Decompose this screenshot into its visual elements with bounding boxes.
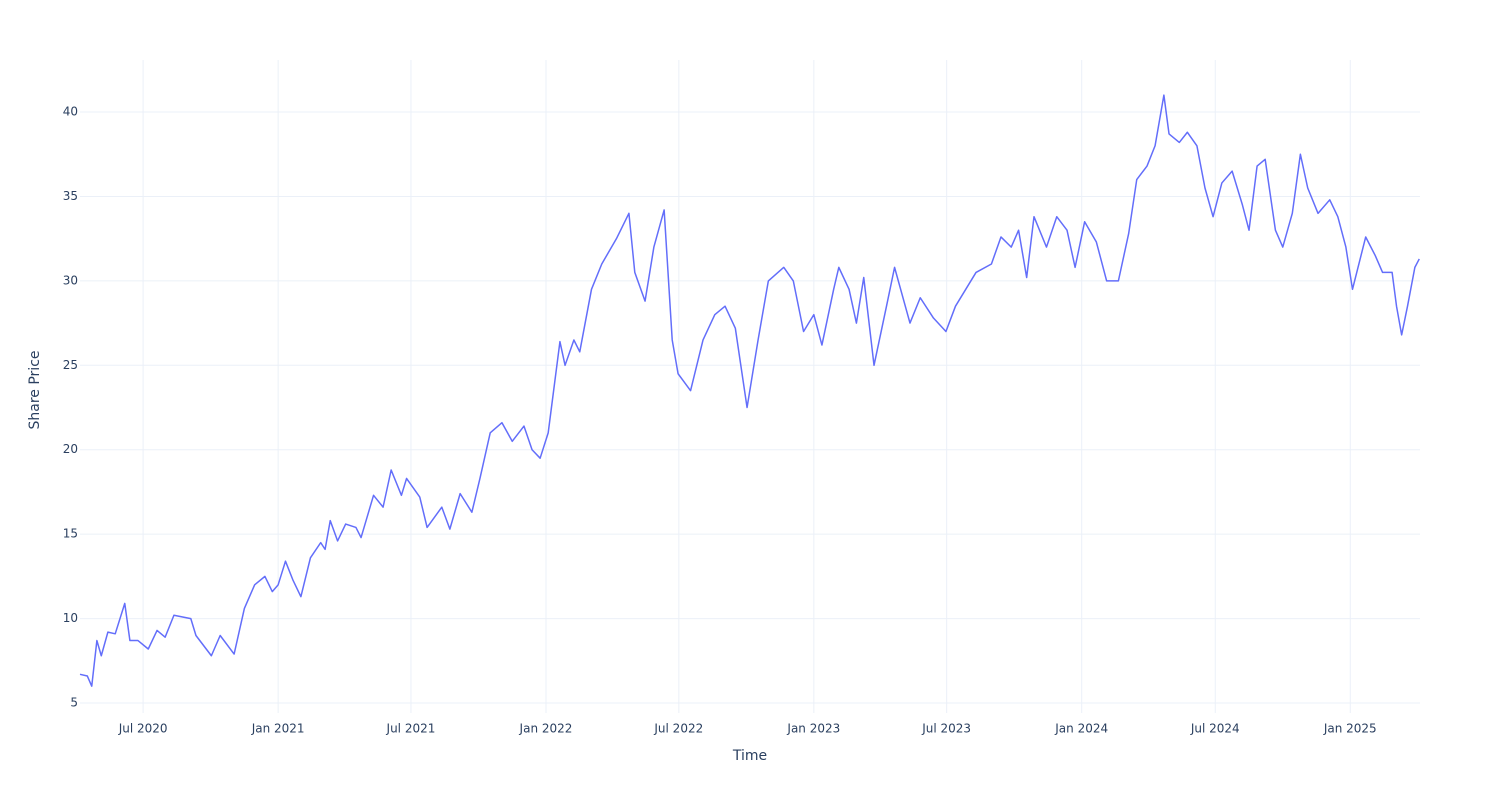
y-tick-label: 35 xyxy=(63,189,78,203)
x-tick-label: Jul 2021 xyxy=(386,722,436,736)
y-tick-label: 10 xyxy=(63,611,78,625)
x-tick-label: Jul 2023 xyxy=(921,722,971,736)
x-tick-label: Jan 2024 xyxy=(1054,722,1108,736)
x-tick-label: Jan 2025 xyxy=(1323,722,1377,736)
x-tick-label: Jul 2020 xyxy=(118,722,168,736)
y-tick-label: 15 xyxy=(63,527,78,541)
line xyxy=(79,94,1420,687)
y-tick-label: 40 xyxy=(63,105,78,119)
y-tick-label: 20 xyxy=(63,442,78,456)
y-tick-label: 30 xyxy=(63,273,78,287)
y-tick-label: 25 xyxy=(63,358,78,372)
y-tick-label: 5 xyxy=(70,696,78,710)
x-tick-label: Jan 2023 xyxy=(786,722,840,736)
y-axis-title: Share Price xyxy=(27,350,43,429)
x-tick-label: Jul 2024 xyxy=(1190,722,1240,736)
x-tick-label: Jan 2021 xyxy=(251,722,305,736)
x-tick-label: Jan 2022 xyxy=(519,722,573,736)
x-axis-title: Time xyxy=(732,748,767,764)
x-tick-label: Jul 2022 xyxy=(653,722,703,736)
